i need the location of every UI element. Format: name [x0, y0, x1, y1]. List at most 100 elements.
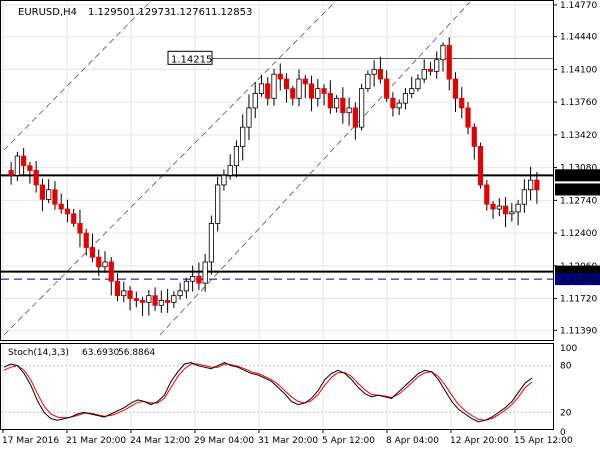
candle-body	[484, 184, 490, 205]
candle-body	[102, 261, 108, 268]
candle-body	[477, 146, 484, 186]
candle-body	[465, 107, 471, 128]
candle-body	[58, 203, 64, 210]
candle-body	[296, 78, 302, 99]
price-tick-label: 1.12740	[560, 196, 597, 206]
candle-body	[340, 97, 346, 114]
candle-body	[315, 88, 321, 99]
candle-body	[446, 44, 452, 80]
symbol-label: EURUSD,H4	[18, 7, 77, 18]
level-tag-box	[167, 50, 213, 65]
candle-body	[89, 247, 96, 258]
candle-body	[96, 256, 102, 268]
candle-body	[171, 295, 177, 303]
candle-body	[208, 223, 215, 263]
candle-body	[302, 78, 308, 85]
candle-body	[333, 97, 340, 109]
candle-body	[371, 69, 377, 75]
level-price-tag: 1.13000	[560, 171, 597, 181]
candle-body	[265, 83, 271, 99]
candle-body	[83, 232, 89, 248]
candle-body	[509, 211, 515, 215]
trend-line-0	[3, 1, 151, 151]
candle-body	[252, 93, 258, 109]
time-tick-label: 29 Mar 04:00	[194, 436, 254, 446]
candle-body	[71, 213, 77, 224]
candle-body	[377, 69, 383, 80]
candle-body	[139, 300, 146, 303]
candle-body	[415, 78, 421, 90]
candle-body	[108, 261, 114, 282]
candle-body	[33, 170, 39, 186]
trend-line-1	[3, 1, 336, 336]
current-price-tag-box	[555, 183, 600, 196]
candle-body	[215, 184, 221, 224]
stoch-panel-border	[0, 343, 554, 430]
stoch-tick-label: 100	[560, 344, 577, 354]
price-tick-label: 1.14770	[560, 1, 597, 11]
stoch-signal-value: 56.8864	[118, 348, 155, 358]
candle-body	[459, 97, 465, 109]
candle-body	[64, 208, 71, 215]
candle-body	[158, 300, 164, 306]
price-tick-label: 1.13760	[560, 98, 597, 108]
stoch-signal-line	[3, 363, 533, 421]
time-tick-label: 5 Apr 12:00	[322, 436, 375, 446]
candle-body	[240, 126, 246, 147]
candle-body	[365, 73, 371, 90]
candle-body	[327, 93, 333, 109]
candle-body	[127, 290, 133, 299]
price-tick-label: 1.11390	[560, 326, 597, 336]
candle-body	[440, 44, 446, 61]
main-panel-border	[0, 0, 554, 341]
price-tick-label: 1.14100	[560, 65, 597, 75]
ohlc-high: 1.12973	[129, 7, 170, 18]
candle-body	[384, 78, 390, 99]
candle-body	[283, 78, 290, 90]
time-tick-label: 8 Apr 04:00	[386, 436, 439, 446]
candle-body	[246, 107, 252, 128]
horizontal-levels: 1.14215	[1, 50, 553, 280]
candle-body	[515, 203, 521, 213]
stoch-tick-label: 80	[560, 362, 572, 372]
candle-body	[146, 295, 152, 303]
candle-body	[434, 59, 440, 72]
candle-body	[359, 88, 365, 128]
price-axis: 1.14770 1.14440 1.14100 1.13760 1.13420 1.130…	[553, 1, 600, 336]
stoch-axis: 100 80 20 0	[560, 344, 577, 438]
candle-body	[396, 102, 402, 109]
candle-body	[233, 146, 240, 167]
time-tick-label: 31 Mar 20:00	[258, 436, 318, 446]
candle-body	[77, 223, 83, 234]
candle-body	[521, 189, 527, 205]
main-grid	[1, 1, 553, 340]
candle-body	[227, 165, 233, 176]
candle-body	[52, 189, 58, 205]
price-tick-label: 1.13080	[560, 164, 597, 174]
candle-body	[352, 107, 358, 128]
level-price-tag-box	[555, 273, 600, 286]
ohlc-open: 1.12950	[88, 7, 129, 18]
ohlc-close: 1.12853	[211, 7, 252, 18]
candle-body	[221, 174, 227, 186]
candle-body	[21, 155, 27, 167]
price-tick-label: 1.12400	[560, 229, 597, 239]
main-panel-background	[0, 0, 553, 340]
time-axis: 17 Mar 2016 21 Mar 20:00 24 Mar 12:00 29 Ma…	[2, 429, 573, 446]
candle-body	[46, 189, 52, 200]
candle-body	[8, 170, 14, 176]
candle-body	[121, 290, 127, 297]
candle-body	[271, 73, 277, 99]
candle-body	[190, 276, 196, 282]
price-tick-label: 1.11720	[560, 295, 597, 305]
time-tick-label: 21 Mar 20:00	[66, 436, 126, 446]
time-tick-label: 12 Apr 20:00	[450, 436, 509, 446]
candle-body	[471, 126, 477, 147]
candle-body	[321, 88, 327, 94]
price-tick-label: 1.14440	[560, 33, 597, 43]
candle-body	[133, 298, 139, 301]
ohlc-low: 1.12761	[170, 7, 211, 18]
candle-body	[427, 69, 434, 72]
candle-body	[39, 184, 46, 200]
